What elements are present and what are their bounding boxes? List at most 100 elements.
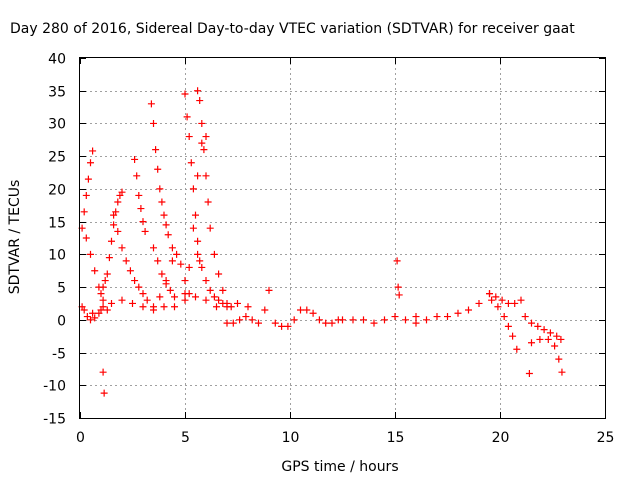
data-point [360,316,367,324]
data-point [555,355,563,363]
data-point [229,319,237,327]
y-axis-label: SDTVAR / TECUs [7,180,23,295]
data-point [80,208,88,216]
data-point [557,335,565,343]
data-point [498,296,506,304]
y-tick-label: -15 [43,412,66,428]
data-point [528,319,535,327]
data-point [500,313,508,321]
series-base-7-9h [223,286,273,327]
data-point [99,283,107,291]
x-tick-labels: 0 5 10 15 20 25 [76,430,614,446]
data-point [278,322,286,330]
data-point [103,270,111,278]
data-point [213,303,220,311]
data-point [492,293,500,301]
series-arc-6-hump [150,250,193,311]
data-point [536,335,544,343]
data-point [265,286,273,294]
data-point [129,299,136,307]
x-axis-label: GPS time / hours [281,459,398,475]
data-point [135,191,143,199]
chart-title: Day 280 of 2016, Sidereal Day-to-day VTE… [10,21,575,37]
series-arc-2-decay [82,234,111,314]
data-point [162,277,170,285]
data-point [223,299,231,307]
data-point [99,296,107,304]
data-point [521,313,529,321]
data-point [202,172,210,180]
data-point [219,286,227,294]
data-point [131,155,139,163]
data-point [198,263,206,271]
data-point [486,290,493,298]
data-point [303,306,311,314]
data-point [150,119,157,127]
data-point [198,119,206,127]
data-point [223,319,231,327]
data-point [402,316,409,324]
data-point [391,313,399,321]
data-point [82,234,90,242]
data-point [227,303,235,311]
data-point [114,227,122,235]
data-point [433,313,441,321]
data-point [118,244,126,252]
series-band-9-12h [271,306,342,330]
data-point [89,309,97,317]
data-point [558,368,566,376]
data-point [131,277,139,285]
data-point [444,313,451,321]
data-point [154,165,162,173]
data-point [261,306,269,314]
data-point [101,277,109,285]
data-point [194,172,202,180]
data-point [143,296,151,304]
data-point [315,316,323,324]
data-point [181,290,189,298]
data-point [87,316,94,324]
data-point [381,316,388,324]
data-point [183,113,191,121]
data-point [192,211,199,219]
axis-ticks [80,58,606,419]
data-point [525,369,533,377]
data-point [198,139,206,147]
data-point [511,299,519,307]
x-tick-label: 10 [282,430,300,446]
x-tick-label: 5 [181,430,190,446]
data-point [97,290,105,298]
series-decline-20-21h [488,296,521,353]
data-point [105,254,113,262]
series-band-12-15h [339,313,420,327]
data-point [322,319,330,327]
data-point [339,316,346,324]
data-point [166,286,174,294]
data-point [137,205,145,213]
data-point [189,185,197,193]
data-point [150,244,157,252]
data-point [284,322,292,330]
data-point [349,316,357,324]
y-tick-label: 20 [48,183,66,199]
data-point [156,293,164,301]
y-tick-label: 40 [48,52,66,68]
data-point [297,306,304,314]
data-point [139,303,147,311]
data-point [234,299,241,307]
data-point [189,224,197,232]
data-point [206,286,214,294]
data-point [152,146,160,154]
y-tick-label: 25 [48,150,66,166]
data-point [147,100,155,108]
data-point [91,267,99,275]
data-point [454,309,462,317]
data-point [114,198,122,206]
series-arc-5-decay [147,100,176,252]
data-point [215,270,223,278]
data-point [200,146,208,154]
data-point [206,224,214,232]
data-point [412,319,420,327]
data-point [185,133,193,141]
data-point [494,303,502,311]
